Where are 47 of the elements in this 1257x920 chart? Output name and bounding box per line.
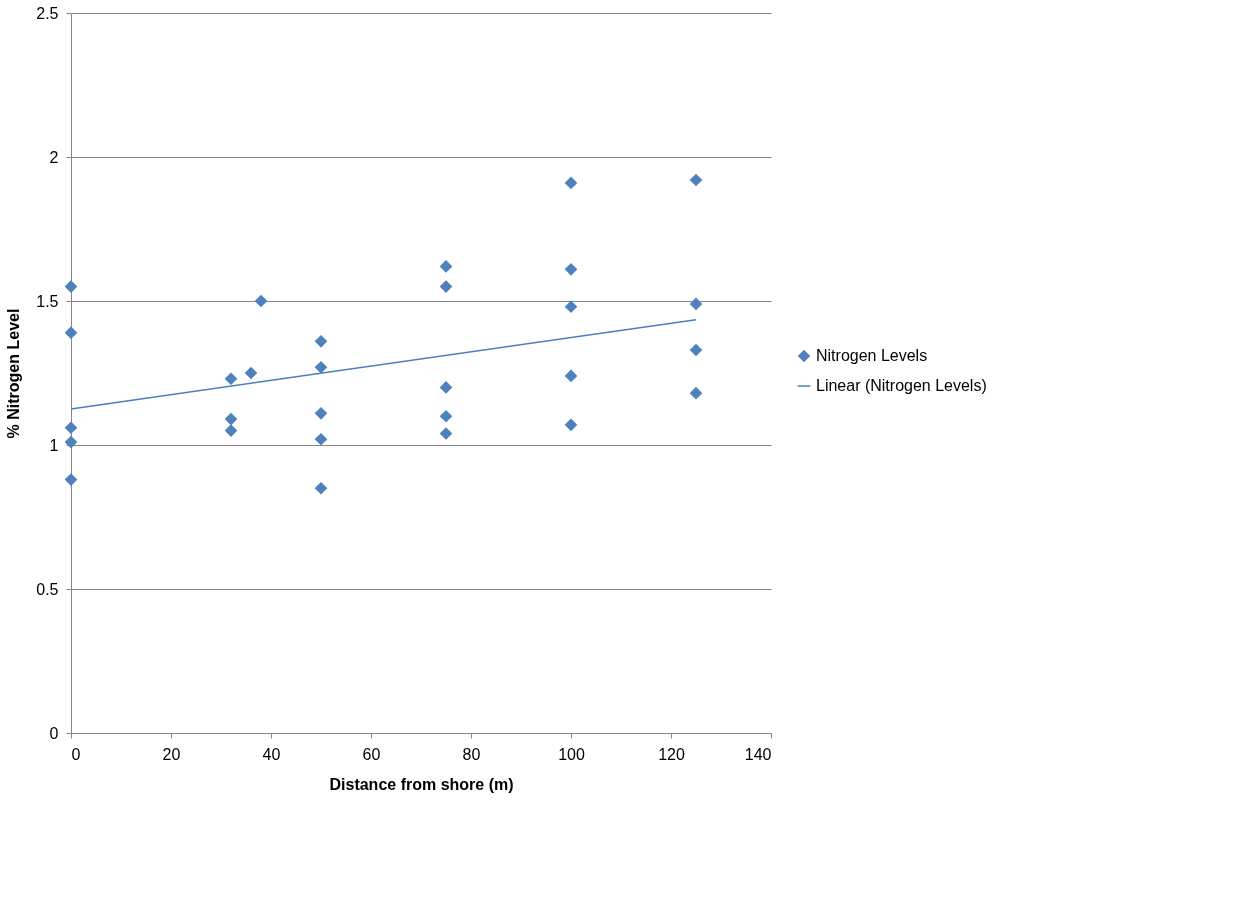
y-tick-label: 1.5: [36, 292, 59, 310]
point: [564, 176, 578, 190]
point: [64, 473, 78, 486]
point: [64, 421, 78, 435]
x-tick-label: 20: [162, 745, 181, 763]
point: [564, 418, 578, 432]
legend-label: Nitrogen Levels: [816, 347, 928, 364]
point: [689, 343, 703, 357]
x-axis-title: Distance from shore (m): [329, 775, 514, 793]
y-tick-label: 0.5: [36, 580, 59, 598]
x-tick-label: 60: [362, 745, 381, 763]
point: [244, 366, 258, 380]
point: [224, 372, 238, 386]
point: [439, 409, 453, 423]
point: [689, 386, 703, 400]
point: [314, 481, 328, 495]
x-tick-label: 0: [71, 745, 81, 763]
point: [64, 280, 78, 293]
point: [224, 424, 238, 437]
y-tick-label: 0: [49, 724, 59, 742]
point: [64, 435, 78, 449]
point: [439, 280, 453, 293]
y-tick-label: 2: [49, 148, 59, 166]
x-tick-label: 140: [744, 745, 772, 763]
point: [439, 427, 453, 440]
point: [314, 407, 328, 420]
point: [254, 294, 268, 308]
y-tick-label: 2.5: [36, 4, 59, 22]
y-axis-title: % Nitrogen Level: [5, 308, 23, 439]
point: [64, 326, 78, 339]
x-tick-label: 40: [262, 745, 281, 763]
x-tick-label: 120: [658, 745, 685, 763]
point: [314, 360, 328, 374]
point: [689, 173, 703, 187]
legend-label: Linear (Nitrogen Levels): [816, 377, 987, 394]
point: [439, 381, 453, 394]
point: [564, 263, 578, 276]
point: [314, 335, 328, 348]
point: [564, 300, 578, 314]
point: [439, 260, 453, 273]
x-tick-label: 80: [462, 745, 481, 763]
x-tick-label: 100: [558, 745, 585, 763]
point: [314, 432, 328, 446]
y-tick-label: 1: [49, 436, 59, 454]
point: [564, 369, 578, 383]
point: [689, 297, 703, 311]
point: [224, 412, 238, 426]
